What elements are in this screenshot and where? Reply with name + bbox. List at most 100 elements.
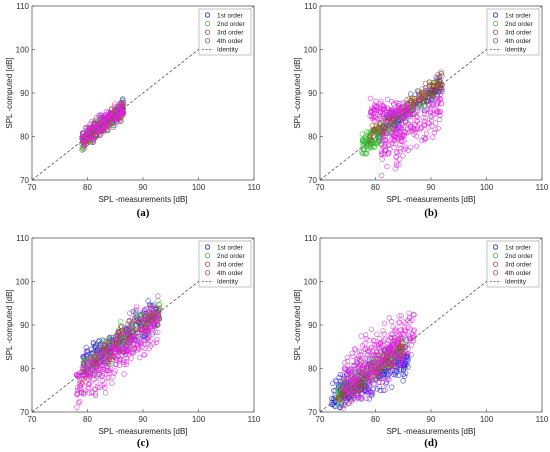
data-point-1st-order: [400, 378, 406, 384]
data-point-4th-order: [435, 100, 441, 106]
x-tick-label: 70: [28, 183, 37, 192]
data-point-4th-order: [358, 333, 364, 339]
data-point-4th-order: [397, 149, 403, 155]
data-point-4th-order: [83, 128, 89, 134]
data-point-4th-order: [90, 351, 96, 357]
data-point-4th-order: [155, 329, 161, 335]
data-point-4th-order: [89, 366, 95, 372]
x-tick-label: 80: [371, 183, 380, 192]
data-point-4th-order: [363, 336, 369, 342]
data-point-1st-order: [83, 344, 89, 351]
data-point-4th-order: [346, 367, 352, 373]
y-tick-label: 100: [304, 278, 318, 287]
data-point-4th-order: [375, 367, 381, 374]
data-point-3rd-order: [133, 318, 139, 324]
data-point-4th-order: [375, 342, 382, 348]
x-axis-label: SPL -measurements [dB]: [98, 427, 187, 436]
data-point-4th-order: [367, 95, 373, 101]
data-point-4th-order: [100, 366, 106, 372]
panel-caption: (c): [137, 437, 150, 449]
data-point-4th-order: [437, 109, 443, 115]
data-point-4th-order: [397, 354, 403, 361]
data-point-1st-order: [400, 371, 406, 378]
data-point-4th-order: [401, 331, 407, 337]
data-point-3rd-order: [419, 86, 426, 92]
data-point-4th-order: [150, 330, 156, 336]
data-point-4th-order: [350, 395, 356, 402]
data-point-4th-order: [112, 368, 118, 374]
data-point-4th-order: [396, 162, 402, 168]
data-point-4th-order: [113, 344, 120, 350]
data-point-3rd-order: [408, 99, 414, 105]
x-tick-label: 70: [316, 183, 325, 192]
legend-marker-4th-order: [204, 38, 211, 44]
data-point-4th-order: [137, 340, 143, 346]
data-point-3rd-order: [429, 88, 435, 94]
data-point-4th-order: [129, 335, 135, 341]
data-point-4th-order: [388, 110, 395, 116]
data-point-4th-order: [97, 350, 103, 357]
data-point-4th-order: [372, 338, 378, 344]
data-point-4th-order: [110, 374, 116, 380]
data-point-4th-order: [380, 338, 387, 344]
data-point-4th-order: [124, 348, 131, 354]
data-point-4th-order: [383, 364, 389, 370]
data-point-2nd-order: [360, 139, 366, 145]
data-point-4th-order: [381, 103, 387, 109]
data-point-4th-order: [388, 120, 394, 127]
data-point-4th-order: [382, 336, 388, 342]
data-point-4th-order: [88, 371, 94, 377]
data-point-4th-order: [380, 328, 386, 334]
data-point-4th-order: [111, 339, 117, 345]
data-point-4th-order: [397, 133, 403, 139]
data-point-4th-order: [142, 337, 148, 343]
data-point-4th-order: [419, 124, 425, 130]
data-point-4th-order: [103, 123, 109, 130]
data-point-4th-order: [378, 98, 384, 104]
data-point-4th-order: [415, 126, 421, 132]
legend-marker-3rd-order: [204, 261, 211, 267]
data-point-4th-order: [125, 339, 131, 346]
data-point-4th-order: [399, 363, 405, 369]
data-point-4th-order: [106, 370, 113, 376]
data-point-4th-order: [119, 101, 125, 107]
x-tick-label: 90: [427, 183, 436, 192]
data-point-4th-order: [379, 141, 385, 147]
data-point-4th-order: [382, 387, 388, 393]
legend-entry-label: 4th order: [505, 38, 532, 45]
data-point-4th-order: [379, 172, 385, 178]
data-point-4th-order: [364, 372, 370, 379]
data-point-3rd-order: [126, 327, 132, 333]
data-point-4th-order: [348, 385, 354, 392]
data-point-2nd-order: [359, 149, 365, 155]
data-point-1st-order: [329, 415, 334, 420]
data-point-4th-order: [394, 162, 400, 168]
y-tick-label: 90: [308, 89, 317, 98]
data-point-4th-order: [146, 346, 152, 352]
data-point-4th-order: [112, 111, 118, 118]
data-point-3rd-order: [373, 122, 379, 129]
data-point-3rd-order: [335, 394, 342, 401]
data-point-4th-order: [104, 375, 110, 381]
data-point-3rd-order: [126, 319, 132, 325]
data-point-4th-order: [356, 394, 362, 400]
y-axis-label: SPL -computed [dB]: [5, 57, 14, 128]
data-point-4th-order: [405, 122, 412, 128]
data-point-4th-order: [109, 346, 115, 352]
data-point-3rd-order: [435, 79, 441, 85]
x-tick-label: 90: [139, 183, 148, 192]
data-point-4th-order: [389, 318, 395, 325]
data-point-4th-order: [85, 382, 92, 388]
data-point-4th-order: [80, 134, 86, 140]
data-point-4th-order: [111, 350, 117, 356]
y-tick-label: 90: [20, 321, 29, 330]
data-point-4th-order: [368, 375, 374, 381]
data-point-4th-order: [90, 372, 97, 378]
data-point-4th-order: [74, 391, 81, 397]
data-point-4th-order: [376, 379, 382, 385]
data-point-4th-order: [142, 313, 149, 319]
data-point-4th-order: [349, 373, 355, 379]
data-point-4th-order: [402, 352, 409, 358]
data-point-4th-order: [117, 356, 124, 362]
